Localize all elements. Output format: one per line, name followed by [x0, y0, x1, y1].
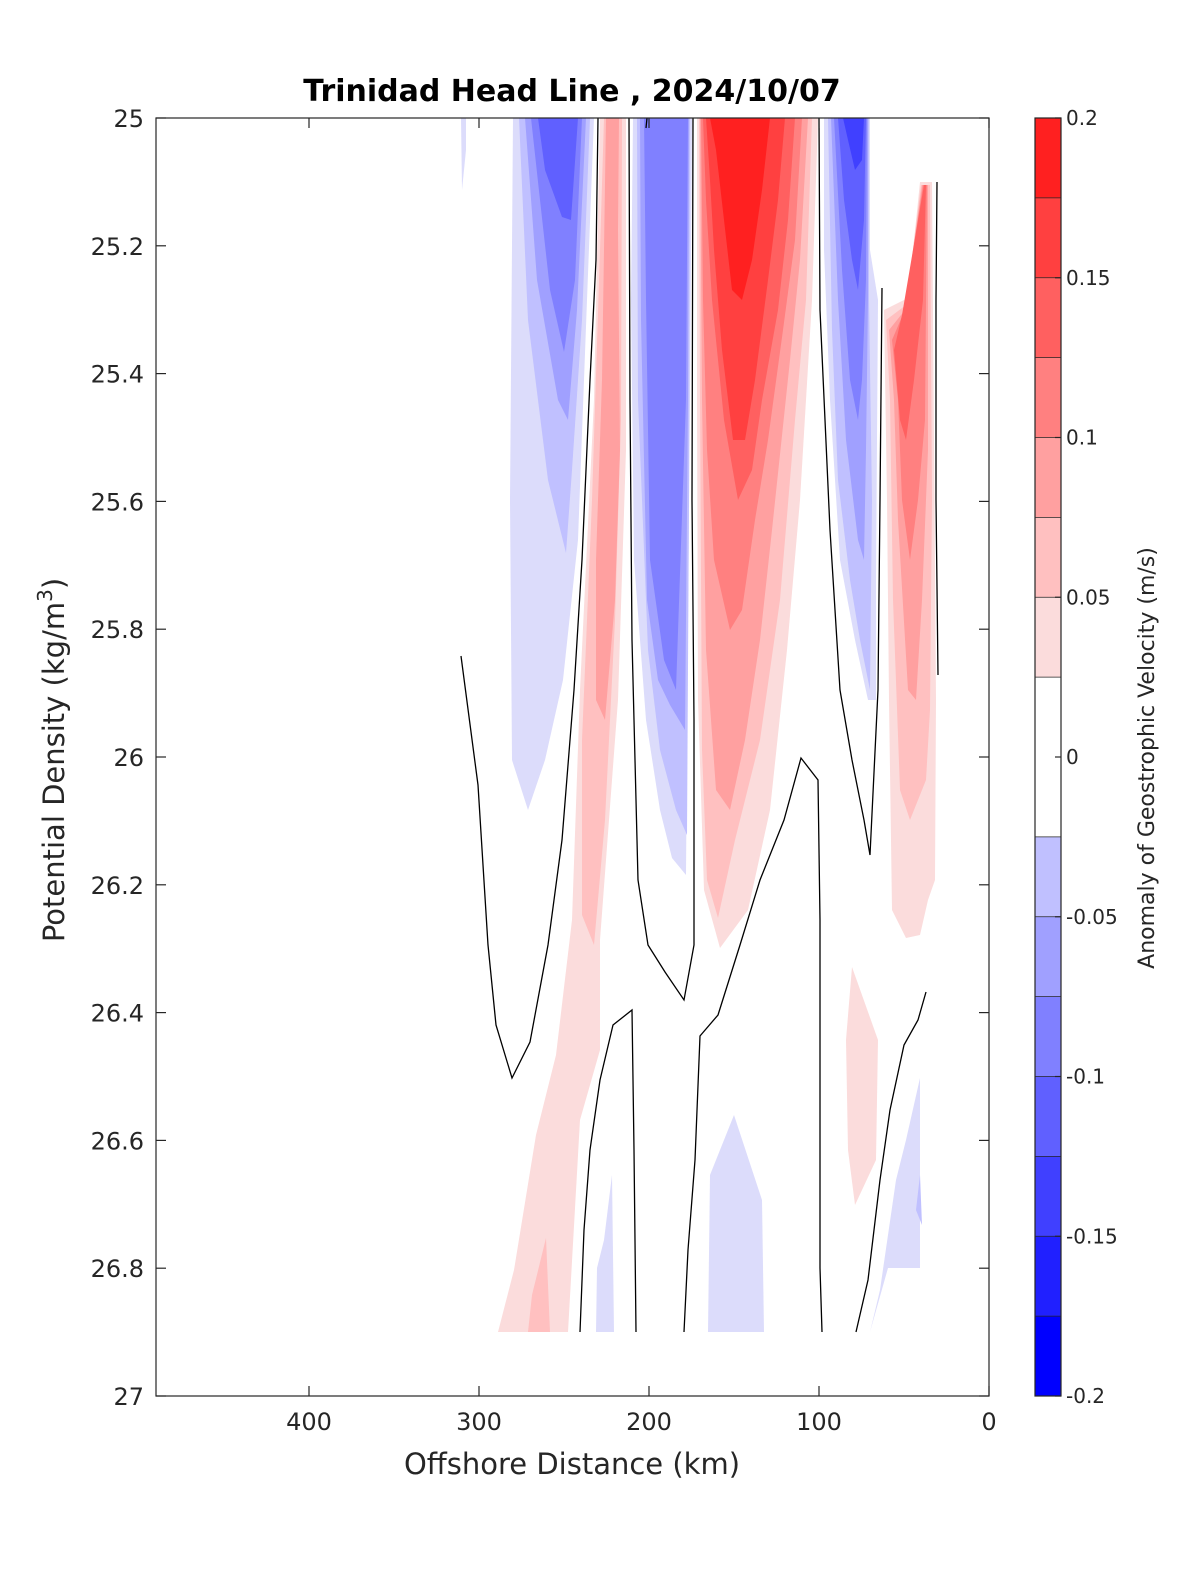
region-positive-west-deep [528, 1238, 550, 1332]
region-negative-west-level5 [538, 118, 578, 220]
colorbar-band [1035, 597, 1061, 678]
y-tick-label: 25.2 [91, 233, 144, 261]
region-offshore-weak-negative [461, 118, 466, 190]
colorbar-band [1035, 996, 1061, 1077]
colorbar-band [1035, 197, 1061, 278]
region-positive-west-level3 [596, 118, 620, 720]
x-tick-label: 400 [286, 1408, 332, 1436]
region-positive-central-level7 [710, 118, 770, 300]
x-tick-label: 300 [456, 1408, 502, 1436]
colorbar: -0.2 -0.15 -0.1 -0.05 0 0.05 0.1 0.15 0.2 [1034, 106, 1118, 1408]
region-deep-negative-west [596, 1175, 614, 1332]
colorbar-band [1035, 1156, 1061, 1237]
zero-contour-westcentral [628, 118, 695, 1002]
colorbar-band [1035, 277, 1061, 358]
colorbar-band [1035, 836, 1061, 917]
y-tick-label: 25.6 [91, 488, 144, 516]
zero-contour-coast [935, 181, 939, 676]
colorbar-tick-label: 0 [1066, 745, 1079, 769]
colorbar-band [1035, 517, 1061, 598]
contour-fills [461, 118, 936, 1332]
region-deep-negative-central [708, 1115, 764, 1332]
y-axis-ticks: 25 25.2 25.4 25.6 25.8 26 26.2 26.4 26.6 26.8 27 [91, 105, 989, 1411]
colorbar-label: Anomaly of Geostrophic Velocity (m/s) [1135, 547, 1160, 969]
region-deep-positive-east [846, 967, 878, 1205]
colorbar-band [1035, 1076, 1061, 1157]
zero-contours [460, 118, 939, 1333]
region-deep-negative-east [870, 1078, 920, 1332]
colorbar-tick-label: 0.15 [1066, 266, 1111, 290]
region-negative-east-level6 [843, 118, 864, 170]
zero-contour-west [460, 118, 599, 1080]
region-negative-central-level4 [644, 118, 688, 690]
colorbar-tick-label: 0.05 [1066, 585, 1111, 609]
colorbar-tick-label: 0.1 [1066, 426, 1098, 450]
colorbar-tick-label: 0.2 [1066, 106, 1098, 130]
x-tick-label: 100 [796, 1408, 842, 1436]
y-axis-label: Potential Density (kg/m3) [33, 578, 71, 942]
zero-contour-deep-central [683, 756, 823, 1333]
colorbar-tick-label: -0.15 [1066, 1224, 1118, 1248]
y-tick-label: 25 [113, 105, 144, 133]
x-axis-ticks: 400 300 200 100 0 [286, 118, 997, 1436]
colorbar-tick-label: -0.1 [1066, 1065, 1105, 1089]
colorbar-tick-label: -0.2 [1066, 1384, 1105, 1408]
y-tick-label: 26.2 [91, 872, 144, 900]
y-tick-label: 25.4 [91, 361, 144, 389]
colorbar-band [1035, 1236, 1061, 1317]
colorbar-band [1035, 1316, 1061, 1396]
y-tick-label: 26 [113, 744, 144, 772]
region-deep-negative-east-core [916, 1175, 922, 1225]
zero-contour-deep-west [579, 1008, 637, 1333]
x-tick-label: 200 [626, 1408, 672, 1436]
y-tick-label: 26.6 [91, 1127, 144, 1155]
x-tick-label: 0 [981, 1408, 996, 1436]
colorbar-band [1035, 437, 1061, 518]
zero-contour-offshore [645, 118, 648, 129]
y-tick-label: 26.4 [91, 1000, 144, 1028]
region-positive-east-level5 [894, 185, 926, 440]
zero-contour-deep-east [855, 991, 927, 1333]
colorbar-band [1035, 357, 1061, 438]
chart-title: Trinidad Head Line , 2024/10/07 [303, 74, 840, 109]
y-tick-label: 25.8 [91, 616, 144, 644]
y-tick-label: 27 [113, 1383, 144, 1411]
colorbar-band [1035, 916, 1061, 997]
y-tick-label: 26.8 [91, 1255, 144, 1283]
x-axis-label: Offshore Distance (km) [404, 1447, 740, 1481]
colorbar-tick-label: -0.05 [1066, 905, 1118, 929]
zero-contour-eastcentral [818, 118, 883, 856]
colorbar-band [1035, 118, 1061, 198]
region-positive-west-level1 [498, 118, 626, 1332]
